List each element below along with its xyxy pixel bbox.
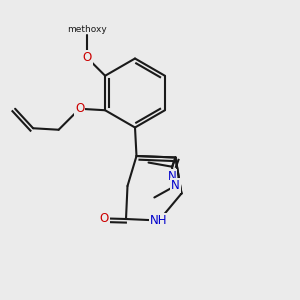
Text: N: N bbox=[171, 179, 180, 192]
Text: O: O bbox=[75, 102, 84, 115]
Text: methoxy: methoxy bbox=[67, 25, 107, 34]
Text: O: O bbox=[75, 102, 84, 115]
Text: O: O bbox=[82, 51, 92, 64]
Text: NH: NH bbox=[150, 214, 168, 227]
Text: N: N bbox=[168, 170, 176, 183]
Text: O: O bbox=[100, 212, 109, 225]
Text: O: O bbox=[100, 212, 109, 225]
Text: O: O bbox=[82, 51, 92, 64]
